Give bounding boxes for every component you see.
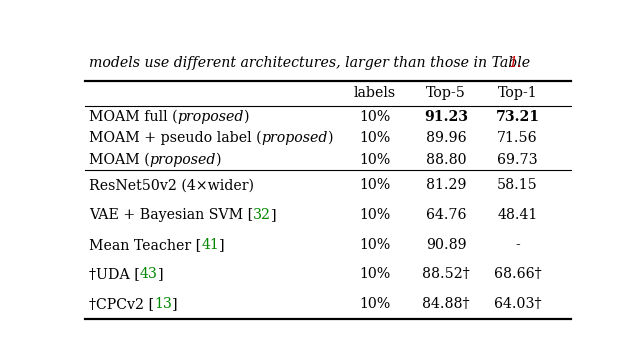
- Text: 68.66†: 68.66†: [493, 267, 541, 281]
- Text: 69.73: 69.73: [497, 153, 538, 167]
- Text: proposed: proposed: [150, 153, 216, 167]
- Text: 41: 41: [201, 238, 219, 252]
- Text: proposed: proposed: [262, 131, 328, 145]
- Text: 89.96: 89.96: [426, 131, 467, 145]
- Text: ): ): [328, 131, 333, 145]
- Text: Top-1: Top-1: [498, 86, 538, 100]
- Text: labels: labels: [354, 86, 396, 100]
- Text: 10%: 10%: [360, 110, 391, 124]
- Text: VAE + Bayesian SVM [: VAE + Bayesian SVM [: [89, 208, 253, 222]
- Text: ]: ]: [219, 238, 225, 252]
- Text: 10%: 10%: [360, 267, 391, 281]
- Text: 58.15: 58.15: [497, 178, 538, 192]
- Text: MOAM full (: MOAM full (: [89, 110, 177, 124]
- Text: 10%: 10%: [360, 238, 391, 252]
- Text: Mean Teacher [: Mean Teacher [: [89, 238, 201, 252]
- Text: MOAM + pseudo label (: MOAM + pseudo label (: [89, 131, 262, 145]
- Text: ]: ]: [271, 208, 277, 222]
- Text: 73.21: 73.21: [495, 110, 540, 124]
- Text: †CPCv2 [: †CPCv2 [: [89, 297, 154, 311]
- Text: models use different architectures, larger than those in Table: models use different architectures, larg…: [89, 56, 534, 70]
- Text: 84.88†: 84.88†: [422, 297, 470, 311]
- Text: 81.29: 81.29: [426, 178, 467, 192]
- Text: proposed: proposed: [177, 110, 244, 124]
- Text: 10%: 10%: [360, 208, 391, 222]
- Text: 64.03†: 64.03†: [493, 297, 541, 311]
- Text: ResNet50v2 (4×wider): ResNet50v2 (4×wider): [89, 178, 254, 192]
- Text: 71.56: 71.56: [497, 131, 538, 145]
- Text: 10%: 10%: [360, 153, 391, 167]
- Text: Top-5: Top-5: [426, 86, 466, 100]
- Text: 64.76: 64.76: [426, 208, 467, 222]
- Text: ]: ]: [172, 297, 177, 311]
- Text: †UDA [: †UDA [: [89, 267, 140, 281]
- Text: 10%: 10%: [360, 131, 391, 145]
- Text: 88.80: 88.80: [426, 153, 467, 167]
- Text: ): ): [244, 110, 250, 124]
- Text: 48.41: 48.41: [497, 208, 538, 222]
- Text: 10%: 10%: [360, 297, 391, 311]
- Text: MOAM (: MOAM (: [89, 153, 150, 167]
- Text: 13: 13: [154, 297, 172, 311]
- Text: ): ): [216, 153, 221, 167]
- Text: 1.: 1.: [508, 56, 521, 70]
- Text: -: -: [515, 238, 520, 252]
- Text: 88.52†: 88.52†: [422, 267, 470, 281]
- Text: ]: ]: [157, 267, 163, 281]
- Text: 90.89: 90.89: [426, 238, 467, 252]
- Text: 43: 43: [140, 267, 157, 281]
- Text: 10%: 10%: [360, 178, 391, 192]
- Text: 32: 32: [253, 208, 271, 222]
- Text: 91.23: 91.23: [424, 110, 468, 124]
